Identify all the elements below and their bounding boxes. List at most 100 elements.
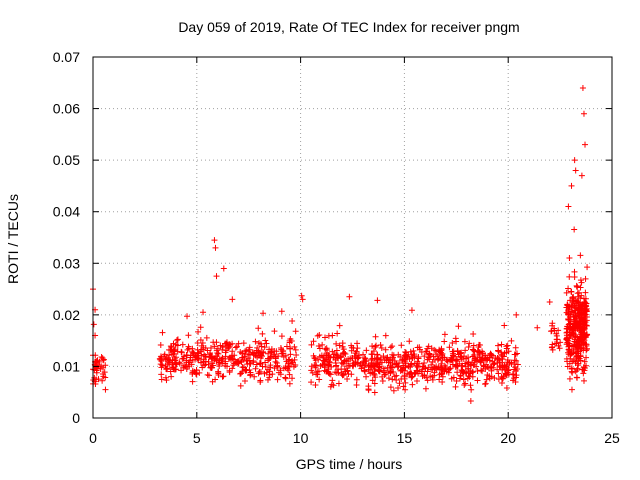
data-point [346, 293, 353, 300]
data-point [166, 352, 173, 359]
data-point [583, 347, 590, 354]
data-point [566, 313, 573, 320]
data-point [334, 330, 341, 337]
data-point [286, 371, 293, 378]
data-point [428, 366, 435, 373]
data-point [435, 356, 442, 363]
data-point [169, 361, 176, 368]
data-point [288, 360, 295, 367]
data-point [316, 353, 323, 360]
data-point [163, 365, 170, 372]
data-point [553, 336, 560, 343]
data-point [200, 362, 207, 369]
data-point [572, 327, 579, 334]
data-point [461, 382, 468, 389]
data-point [474, 347, 481, 354]
data-point [367, 370, 374, 377]
data-point [575, 293, 582, 300]
data-point [577, 352, 584, 359]
data-point [550, 325, 557, 332]
data-point [330, 351, 337, 358]
data-point [566, 255, 573, 262]
data-point [574, 374, 581, 381]
data-point [446, 344, 453, 351]
data-point [211, 356, 218, 363]
data-point [511, 357, 518, 364]
data-point [398, 342, 405, 349]
data-point [379, 378, 386, 385]
data-point [546, 298, 553, 305]
data-point [278, 346, 285, 353]
data-point [287, 345, 294, 352]
y-tick-label: 0.06 [53, 101, 80, 117]
data-point [237, 370, 244, 377]
data-point [267, 362, 274, 369]
data-point [372, 343, 379, 350]
data-point [350, 344, 357, 351]
data-point [369, 377, 376, 384]
data-point [298, 292, 305, 299]
data-point [277, 371, 284, 378]
data-point [499, 366, 506, 373]
data-point [219, 354, 226, 361]
data-point [402, 349, 409, 356]
data-point [179, 355, 186, 362]
data-point [565, 306, 572, 313]
data-point [171, 357, 178, 364]
data-point [373, 355, 380, 362]
data-point [571, 226, 578, 233]
data-point [183, 352, 190, 359]
data-point [498, 341, 505, 348]
data-point [565, 349, 572, 356]
data-point [395, 363, 402, 370]
data-point [312, 381, 319, 388]
data-point [462, 347, 469, 354]
data-point [456, 360, 463, 367]
data-point [578, 279, 585, 286]
data-point [427, 373, 434, 380]
data-point [579, 84, 586, 91]
data-point [164, 365, 171, 372]
data-point [198, 359, 205, 366]
data-point [255, 325, 262, 332]
data-point [224, 345, 231, 352]
data-point [329, 377, 336, 384]
data-point [458, 366, 465, 373]
data-point [406, 338, 413, 345]
data-point [569, 369, 576, 376]
data-point [98, 363, 105, 370]
data-point [567, 350, 574, 357]
data-point [390, 368, 397, 375]
data-point [271, 365, 278, 372]
data-points [90, 84, 591, 404]
data-point [98, 353, 105, 360]
data-point [566, 360, 573, 367]
data-point [566, 340, 573, 347]
data-point [159, 329, 166, 336]
data-point [159, 362, 166, 369]
data-point [292, 346, 299, 353]
data-point [213, 339, 220, 346]
y-axis-ticks: 0 0.01 0.02 0.03 0.04 0.05 0.06 0.07 [53, 49, 612, 426]
data-point [503, 384, 510, 391]
data-point [371, 389, 378, 396]
data-point [455, 323, 462, 330]
data-point [102, 374, 109, 381]
data-point [319, 341, 326, 348]
data-point [563, 325, 570, 332]
data-point [395, 385, 402, 392]
data-point [230, 362, 237, 369]
data-point [513, 311, 520, 318]
data-point [580, 295, 587, 302]
data-point [213, 347, 220, 354]
data-point [226, 344, 233, 351]
data-point [441, 338, 448, 345]
data-point [240, 340, 247, 347]
data-point [465, 373, 472, 380]
data-point [495, 370, 502, 377]
data-point [508, 359, 515, 366]
data-point [345, 362, 352, 369]
data-point [474, 367, 481, 374]
data-point [262, 363, 269, 370]
data-point [329, 348, 336, 355]
